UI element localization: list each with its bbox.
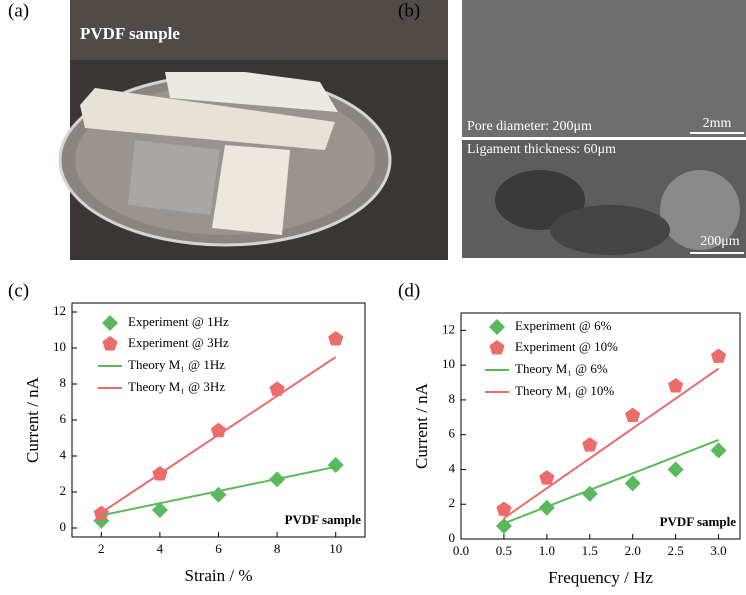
y-axis-label: Current / nA [412,382,431,469]
annotation: PVDF sample [660,514,737,529]
annotation: PVDF sample [285,512,362,527]
x-tick-label: 0.0 [453,543,469,558]
photo-a: PVDF sample [58,0,448,260]
y-tick-label: 12 [442,321,455,336]
theory-line [503,438,719,525]
theory-line [100,356,337,514]
legend-label: Experiment @ 1Hz [128,314,229,329]
data-point [624,475,641,492]
x-axis-label: Frequency / Hz [548,568,653,587]
legend-swatch [489,340,505,355]
data-point [668,378,684,393]
data-point [539,470,555,485]
y-tick-label: 6 [449,426,456,441]
theory-line [503,367,720,519]
panel-label: (d) [398,280,420,301]
panel-label: (b) [398,0,420,21]
panel-label: (a) [8,0,29,21]
y-tick-label: 10 [442,356,455,371]
data-point [581,485,598,502]
data-point [93,505,109,521]
legend-swatch [102,315,118,331]
photo-b: Pore diameter: 200μm 2mm Ligament thickn… [462,0,746,258]
data-point [710,348,727,363]
y-tick-label: 4 [60,447,67,462]
y-tick-label: 12 [53,303,66,318]
x-tick-label: 1.5 [582,543,598,558]
photo-caption: Pore diameter: 200μm [467,119,592,134]
data-point [667,461,684,478]
legend-swatch [489,319,505,335]
data-point [582,437,598,452]
x-tick-label: 10 [329,541,342,556]
data-point [210,422,227,438]
legend-label: Theory M₁ @ 1Hz [128,357,225,372]
y-tick-label: 0 [60,519,67,534]
theory-line [101,465,336,517]
data-point [625,407,641,423]
plot-frame [460,312,741,540]
data-point [328,331,344,346]
y-tick-label: 2 [449,495,456,510]
legend-label: Theory M₁ @ 6% [515,361,608,376]
data-point [151,502,168,518]
x-tick-label: 3.0 [710,543,726,558]
legend-swatch [102,336,118,351]
photo-caption: Ligament thickness: 60μm [467,142,616,157]
photo-caption: PVDF sample [80,24,180,43]
y-tick-label: 4 [449,460,456,475]
x-tick-label: 2 [98,541,105,556]
y-tick-label: 8 [449,391,456,406]
data-point [710,442,727,459]
y-axis-label: Current / nA [23,376,42,463]
legend-label: Experiment @ 6% [515,318,612,333]
data-point [496,501,512,516]
y-tick-label: 6 [60,411,67,426]
x-tick-label: 2.5 [667,543,683,558]
data-point [269,381,285,396]
x-tick-label: 1.0 [539,543,555,558]
y-tick-label: 0 [449,530,456,545]
x-tick-label: 4 [157,541,164,556]
data-point [327,457,344,473]
scale-label: 2mm [703,116,732,131]
panel-label: (c) [8,280,29,301]
x-tick-label: 6 [215,541,222,556]
x-axis-label: Strain / % [185,566,253,585]
legend-label: Theory M₁ @ 10% [515,383,614,398]
x-tick-label: 0.5 [496,543,512,558]
y-tick-label: 2 [60,483,67,498]
x-tick-label: 8 [274,541,281,556]
legend-label: Experiment @ 3Hz [128,335,229,350]
y-tick-label: 8 [60,375,67,390]
legend-label: Experiment @ 10% [515,339,618,354]
scale-label: 200μm [700,234,740,249]
legend-label: Theory M₁ @ 3Hz [128,379,225,394]
y-tick-label: 10 [53,339,66,354]
x-tick-label: 2.0 [625,543,641,558]
